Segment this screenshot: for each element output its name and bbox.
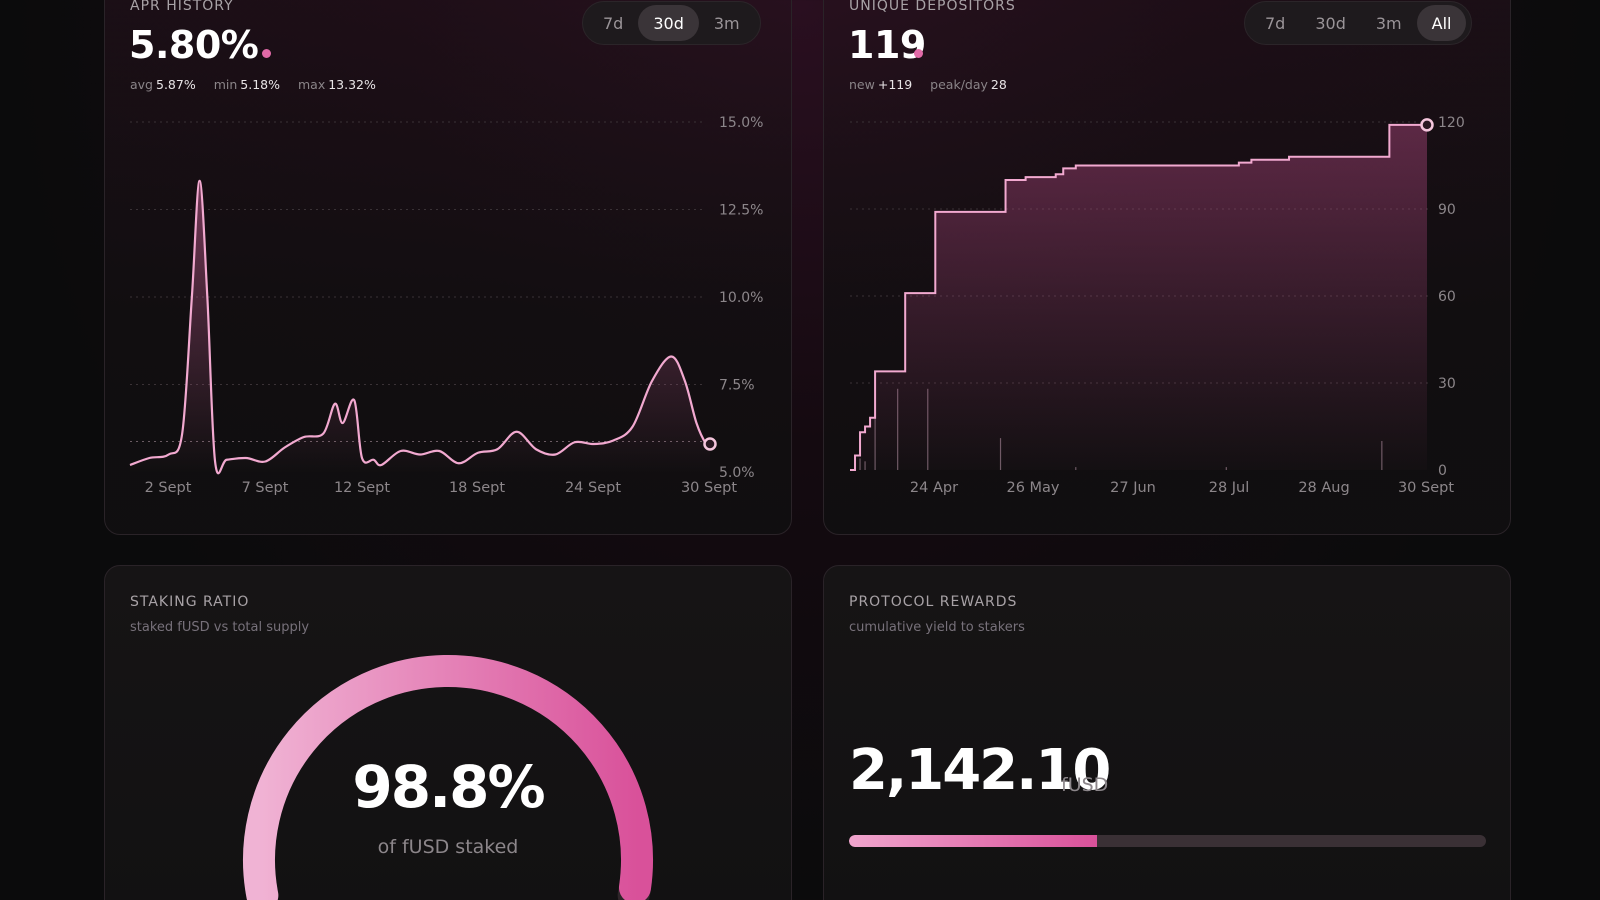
y-tick-label: 10.0% (719, 290, 763, 306)
apr-history-card: APR HISTORY 5.80% avg 5.87% min 5.18% max 1… (104, 0, 792, 535)
range-3m-button[interactable]: 3m (1375, 13, 1402, 33)
card-title: APR HISTORY (130, 0, 234, 14)
stat-avg-value: 5.87% (156, 77, 196, 92)
staking-percent: 98.8% (352, 753, 545, 821)
x-tick-label: 12 Sept (334, 480, 390, 496)
y-tick-label: 30 (1438, 376, 1456, 392)
stat-new-value: +119 (877, 77, 913, 92)
depositors-last-point (1420, 118, 1434, 132)
depositors-chart: 120 90 60 30 0 24 Apr 26 May 27 Jun 28 Jul 28 Aug… (850, 115, 1465, 496)
card-title: UNIQUE DEPOSITORS (849, 0, 1016, 14)
live-indicator-dot (262, 49, 271, 58)
stat-peak-value: 28 (990, 77, 1007, 92)
card-title: PROTOCOL REWARDS (849, 594, 1018, 610)
depositors-current-value: 119 (848, 23, 926, 67)
staking-ratio-card: STAKING RATIO staked fUSD vs total suppl… (104, 565, 792, 900)
x-tick-label: 30 Sept (1398, 480, 1454, 496)
range-7d-button[interactable]: 7d (1265, 13, 1286, 33)
live-indicator-dot (914, 49, 923, 58)
rewards-value: 2,142.10 (849, 738, 1111, 803)
apr-stats: avg 5.87% min 5.18% max 13.32% (130, 77, 390, 92)
apr-area-fill (130, 180, 710, 474)
depositors-range-selector: 7d 30d 3m All (1244, 1, 1473, 45)
y-tick-label: 12.5% (719, 203, 763, 219)
y-tick-label: 7.5% (719, 378, 755, 394)
apr-current-value: 5.80% (129, 23, 259, 67)
y-tick-label: 0 (1438, 463, 1447, 479)
x-tick-label: 27 Jun (1110, 480, 1156, 496)
x-tick-label: 26 May (1006, 480, 1059, 496)
x-tick-label: 28 Jul (1209, 480, 1250, 496)
depositors-stats: new +119 peak/day 28 (849, 77, 1021, 92)
y-tick-label: 120 (1438, 115, 1465, 131)
apr-chart: 15.0% 12.5% 10.0% 7.5% 5.0% 2 Sept 7 Sept 12 Se… (129, 115, 763, 496)
stat-label: peak/day (930, 77, 988, 92)
depositors-area-fill (850, 124, 1427, 471)
rewards-progress-track (849, 835, 1486, 847)
stat-label: min (213, 77, 238, 92)
y-tick-label: 90 (1438, 202, 1456, 218)
apr-last-point (703, 437, 717, 451)
y-tick-label: 15.0% (719, 115, 763, 131)
x-tick-label: 2 Sept (145, 480, 192, 496)
stat-label: max (297, 77, 326, 92)
y-tick-label: 5.0% (719, 465, 755, 481)
x-tick-label: 24 Sept (565, 480, 621, 496)
apr-range-selector: 7d 30d 3m (582, 1, 761, 45)
stat-max-value: 13.32% (328, 77, 376, 92)
staking-gauge (243, 655, 653, 900)
range-30d-button[interactable]: 30d (638, 5, 699, 41)
gauge-fill (243, 655, 653, 900)
x-tick-label: 18 Sept (449, 480, 505, 496)
card-subtitle: staked fUSD vs total supply (130, 620, 310, 635)
stat-label: new (849, 77, 875, 92)
apr-series-line (129, 179, 711, 475)
x-tick-label: 24 Apr (910, 480, 958, 496)
card-subtitle: cumulative yield to stakers (849, 620, 1025, 635)
depositors-series-line (850, 123, 1427, 471)
x-tick-label: 30 Sept (681, 480, 737, 496)
card-title: STAKING RATIO (130, 594, 250, 610)
range-3m-button[interactable]: 3m (713, 13, 740, 33)
range-30d-button[interactable]: 30d (1315, 13, 1346, 33)
stat-min-value: 5.18% (240, 77, 280, 92)
stat-label: avg (130, 77, 153, 92)
x-tick-label: 7 Sept (242, 480, 289, 496)
y-tick-label: 60 (1438, 289, 1456, 305)
staking-caption: of fUSD staked (377, 836, 519, 858)
range-all-button[interactable]: All (1416, 5, 1467, 41)
range-7d-button[interactable]: 7d (603, 13, 624, 33)
rewards-unit: fUSD (1061, 774, 1109, 796)
rewards-progress-fill (849, 835, 1098, 847)
x-tick-label: 28 Aug (1298, 480, 1349, 496)
